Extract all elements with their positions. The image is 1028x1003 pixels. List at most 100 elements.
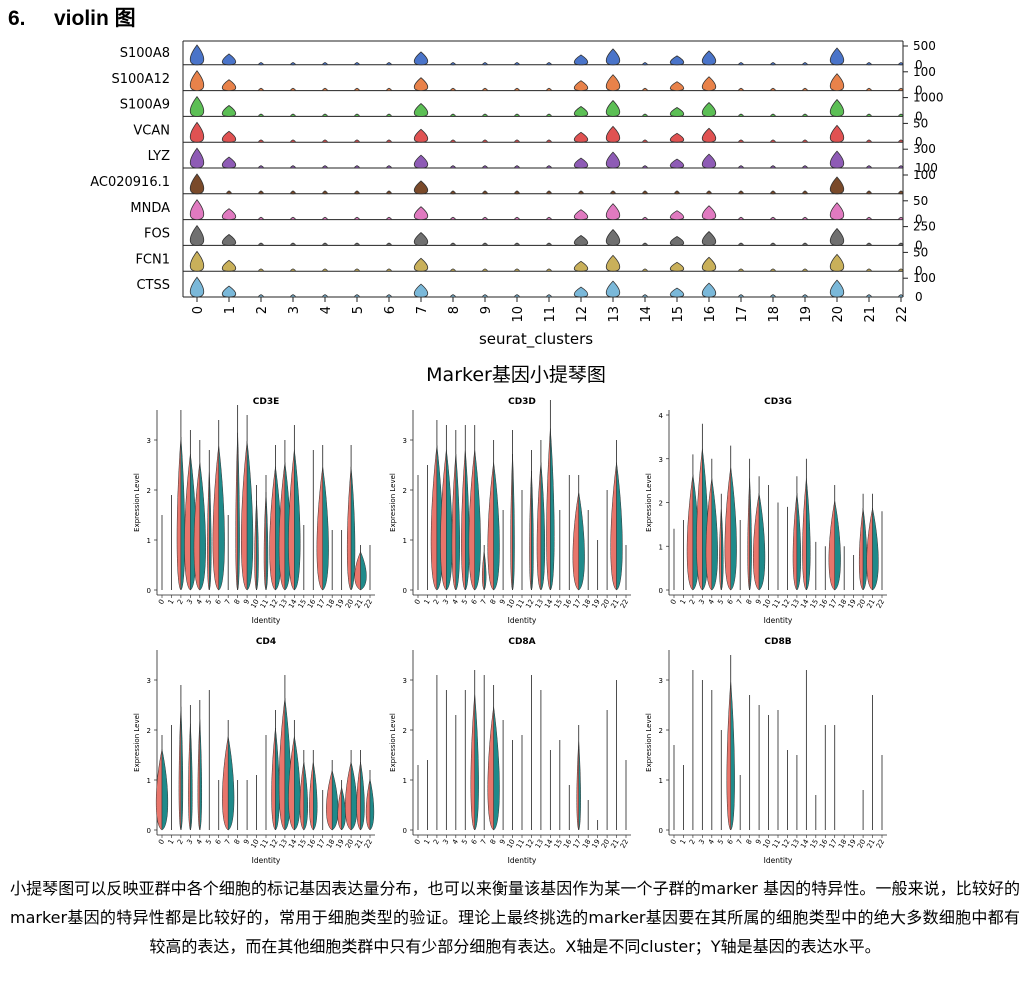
- panel-x-tick-label: 14: [543, 598, 555, 610]
- violin-shape: [482, 61, 488, 66]
- panel-x-label: Identity: [252, 856, 281, 865]
- violin-shape: [226, 190, 232, 195]
- violin-shape: [354, 113, 360, 117]
- violin-shape: [802, 268, 808, 272]
- x-tick-label: 15: [671, 306, 686, 323]
- panel-x-tick-label: 20: [344, 598, 355, 610]
- panel-x-tick-label: 0: [157, 838, 166, 846]
- violin-shape: [642, 61, 648, 66]
- violin-shape: [354, 242, 360, 246]
- violin-shape: [866, 87, 872, 92]
- panel-x-label: Identity: [764, 856, 793, 865]
- panel-x-tick-label: 8: [745, 838, 754, 846]
- panel-x-tick-label: 19: [846, 838, 857, 850]
- panel-x-label: Identity: [764, 616, 793, 625]
- panel-x-tick-label: 21: [609, 598, 620, 610]
- panel-y-tick-label: 3: [147, 677, 151, 685]
- violin-shape: [669, 158, 685, 169]
- violin-left-half: [288, 736, 295, 831]
- panel-x-tick-label: 12: [268, 598, 279, 610]
- panel-x-tick-label: 0: [669, 598, 678, 606]
- violin-shape: [829, 73, 845, 92]
- x-tick-label: 17: [735, 306, 750, 323]
- violin-right-half: [474, 693, 479, 831]
- violin-shape: [450, 294, 456, 298]
- panel-x-tick-label: 2: [176, 598, 185, 606]
- x-tick-label: 6: [383, 306, 398, 314]
- violin-shape: [482, 216, 488, 221]
- panel-y-tick-label: 0: [659, 827, 663, 835]
- section-number: 6.: [8, 7, 26, 30]
- right-tick-label: 250: [913, 220, 936, 234]
- panel-y-tick-label: 4: [659, 412, 664, 420]
- violin-shape: [450, 139, 456, 143]
- section-title: violin 图: [54, 7, 136, 30]
- violin-right-half: [180, 436, 186, 591]
- violin-shape: [573, 260, 589, 272]
- panel-x-tick-label: 19: [846, 598, 857, 610]
- violin-shape: [578, 190, 584, 195]
- violin-left-half: [487, 462, 494, 591]
- x-tick-label: 12: [575, 306, 590, 323]
- violin-right-half: [749, 478, 752, 591]
- panel-y-tick-label: 1: [659, 543, 663, 551]
- panel-x-tick-label: 4: [707, 598, 716, 606]
- violin-left-half: [197, 719, 201, 831]
- violin-left-half: [354, 551, 361, 591]
- x-tick-label: 3: [287, 306, 302, 314]
- violin-left-half: [719, 508, 722, 591]
- panel-x-tick-label: 2: [688, 838, 697, 846]
- violin-shape: [866, 294, 872, 298]
- violin-right-half: [199, 462, 206, 591]
- panel-x-tick-label: 2: [176, 838, 185, 846]
- gene-label: S100A8: [120, 46, 170, 61]
- violin-right-half: [360, 551, 367, 591]
- violin-left-half: [536, 462, 542, 591]
- panel-x-tick-label: 22: [619, 598, 630, 610]
- violin-shape: [413, 180, 429, 195]
- violin-shape: [738, 268, 744, 272]
- panel-x-tick-label: 16: [818, 838, 830, 850]
- panel-y-tick-label: 2: [403, 727, 407, 735]
- violin-left-half: [337, 787, 342, 831]
- violin-shape: [642, 139, 648, 143]
- panel-x-tick-label: 11: [259, 598, 270, 610]
- violin-shape: [546, 87, 552, 92]
- panel-x-tick-label: 13: [278, 598, 289, 610]
- violin-left-half: [278, 698, 286, 831]
- x-tick-label: 20: [831, 306, 846, 323]
- violin-shape: [701, 205, 717, 221]
- panel-x-tick-label: 8: [745, 598, 754, 606]
- violin-shape: [258, 113, 264, 117]
- panel-y-tick-label: 1: [147, 537, 151, 545]
- panel-x-tick-label: 3: [441, 598, 450, 606]
- x-tick-label: 4: [319, 306, 334, 314]
- panel-x-tick-label: 17: [572, 598, 583, 610]
- right-tick-label: 50: [913, 116, 928, 130]
- violin-shape: [701, 153, 717, 169]
- violin-right-half: [465, 449, 470, 591]
- violin-shape: [258, 294, 264, 298]
- violin-right-half: [578, 740, 581, 831]
- violin-shape: [573, 209, 589, 221]
- violin-shape: [738, 165, 744, 169]
- violin-left-half: [576, 740, 579, 831]
- violin-shape: [386, 216, 392, 221]
- violin-shape: [322, 242, 328, 246]
- violin-right-half: [237, 432, 240, 591]
- violin-shape: [605, 228, 621, 246]
- violin-shape: [450, 61, 456, 66]
- violin-shape: [221, 208, 237, 221]
- violin-left-half: [461, 449, 466, 591]
- panel-x-tick-label: 16: [306, 838, 318, 850]
- violin-shape: [290, 113, 296, 117]
- violin-shape: [546, 139, 552, 143]
- panel-x-tick-label: 17: [316, 838, 327, 850]
- panel-x-tick-label: 7: [223, 838, 232, 846]
- violin-shape: [669, 55, 685, 66]
- violin-shape: [322, 113, 328, 117]
- panel-x-tick-label: 18: [837, 838, 848, 850]
- panel-x-tick-label: 22: [363, 598, 374, 610]
- right-tick-label: 100: [913, 168, 936, 182]
